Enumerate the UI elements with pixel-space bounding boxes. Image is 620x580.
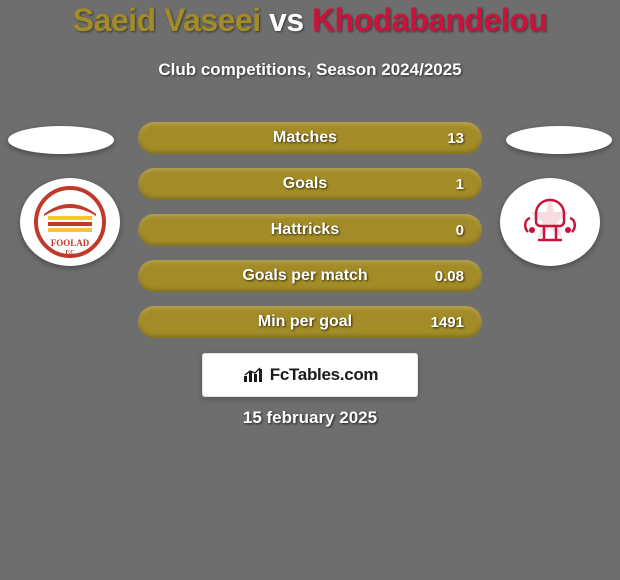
infographic-date: 15 february 2025 — [0, 408, 620, 428]
club-badge-right-art — [500, 178, 600, 266]
stat-bar-value-right: 13 — [424, 130, 464, 147]
subtitle: Club competitions, Season 2024/2025 — [0, 60, 620, 80]
stat-bar-label: Goals — [186, 175, 424, 193]
stat-bar: Matches13 — [138, 122, 482, 154]
club-badge-left: FOOLAD F.C — [20, 178, 120, 266]
fctables-bars-icon — [242, 366, 264, 384]
svg-text:F.C: F.C — [66, 250, 75, 256]
stat-bar-value-right: 0 — [424, 222, 464, 239]
stat-bar-value-right: 0.08 — [424, 268, 464, 285]
comparison-infographic: Saeid Vaseei vs Khodabandelou Club compe… — [0, 0, 620, 580]
stat-bar-label: Goals per match — [186, 267, 424, 285]
ellipse-right-icon — [506, 126, 612, 154]
fctables-badge: FcTables.com — [202, 353, 418, 397]
player-a-name: Saeid Vaseei — [73, 2, 261, 38]
stat-bar: Goals1 — [138, 168, 482, 200]
title-vs: vs — [269, 2, 304, 38]
club-badge-right — [500, 178, 600, 266]
stat-bar-label: Hattricks — [186, 221, 424, 239]
page-title: Saeid Vaseei vs Khodabandelou — [0, 2, 620, 39]
stat-bars: Matches13 Goals1 Hattricks0 Goals per match… — [138, 122, 482, 352]
stat-bar-value-right: 1 — [424, 176, 464, 193]
player-b-name: Khodabandelou — [312, 2, 547, 38]
ellipse-left-icon — [8, 126, 114, 154]
svg-text:FOOLAD: FOOLAD — [51, 238, 90, 248]
fctables-text: FcTables.com — [270, 365, 379, 385]
stat-bar: Goals per match0.08 — [138, 260, 482, 292]
club-badge-left-art: FOOLAD F.C — [20, 178, 120, 266]
stat-bar-value-right: 1491 — [424, 314, 464, 331]
stat-bar: Hattricks0 — [138, 214, 482, 246]
stat-bar: Min per goal1491 — [138, 306, 482, 338]
stat-bar-label: Matches — [186, 129, 424, 147]
stat-bar-label: Min per goal — [186, 313, 424, 331]
